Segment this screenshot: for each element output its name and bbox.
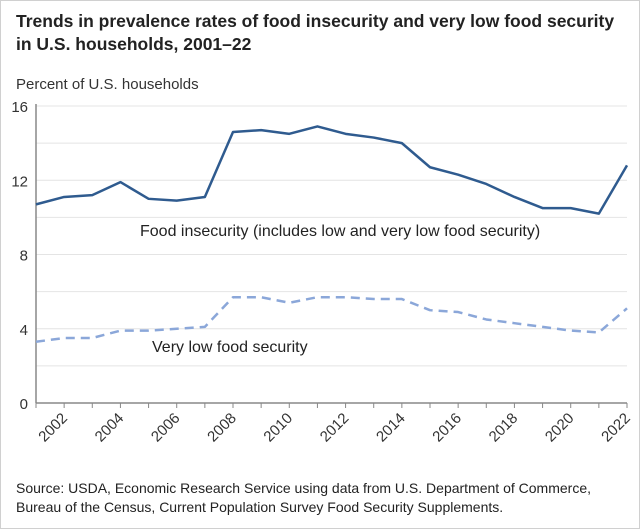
x-tick-label: 2008 [204, 410, 240, 446]
series-label: Very low food security [152, 339, 308, 356]
y-tick-label: 16 [11, 99, 28, 116]
y-tick-label: 12 [11, 173, 28, 190]
x-tick-label: 2006 [148, 410, 184, 446]
y-tick-label: 8 [20, 248, 28, 265]
y-axis-label: Percent of U.S. households [16, 76, 199, 93]
source-note: Source: USDA, Economic Research Service … [16, 480, 591, 515]
x-tick-label: 2004 [92, 410, 128, 446]
x-tick-label: 2016 [429, 410, 465, 446]
x-tick-label: 2018 [486, 410, 522, 446]
x-tick-label: 2002 [35, 410, 71, 446]
y-tick-label: 4 [20, 322, 28, 339]
x-tick-label: 2020 [542, 410, 578, 446]
series-line-food-insecurity [35, 125, 629, 215]
x-tick-label: 2014 [373, 410, 409, 446]
chart-title: Trends in prevalence rates of food insec… [16, 11, 615, 54]
line-chart: 0 4 8 12 16 2002 2004 2006 2008 2010 2012 2014 2016 2… [11, 99, 634, 446]
series-label: Food insecurity (includes low and very l… [140, 223, 540, 240]
series-line-very-low-food-security [35, 295, 628, 343]
x-tick-label: 2010 [260, 410, 296, 446]
x-tick-label: 2012 [317, 410, 353, 446]
x-tick-label: 2022 [598, 410, 634, 446]
y-tick-label: 0 [20, 396, 28, 413]
